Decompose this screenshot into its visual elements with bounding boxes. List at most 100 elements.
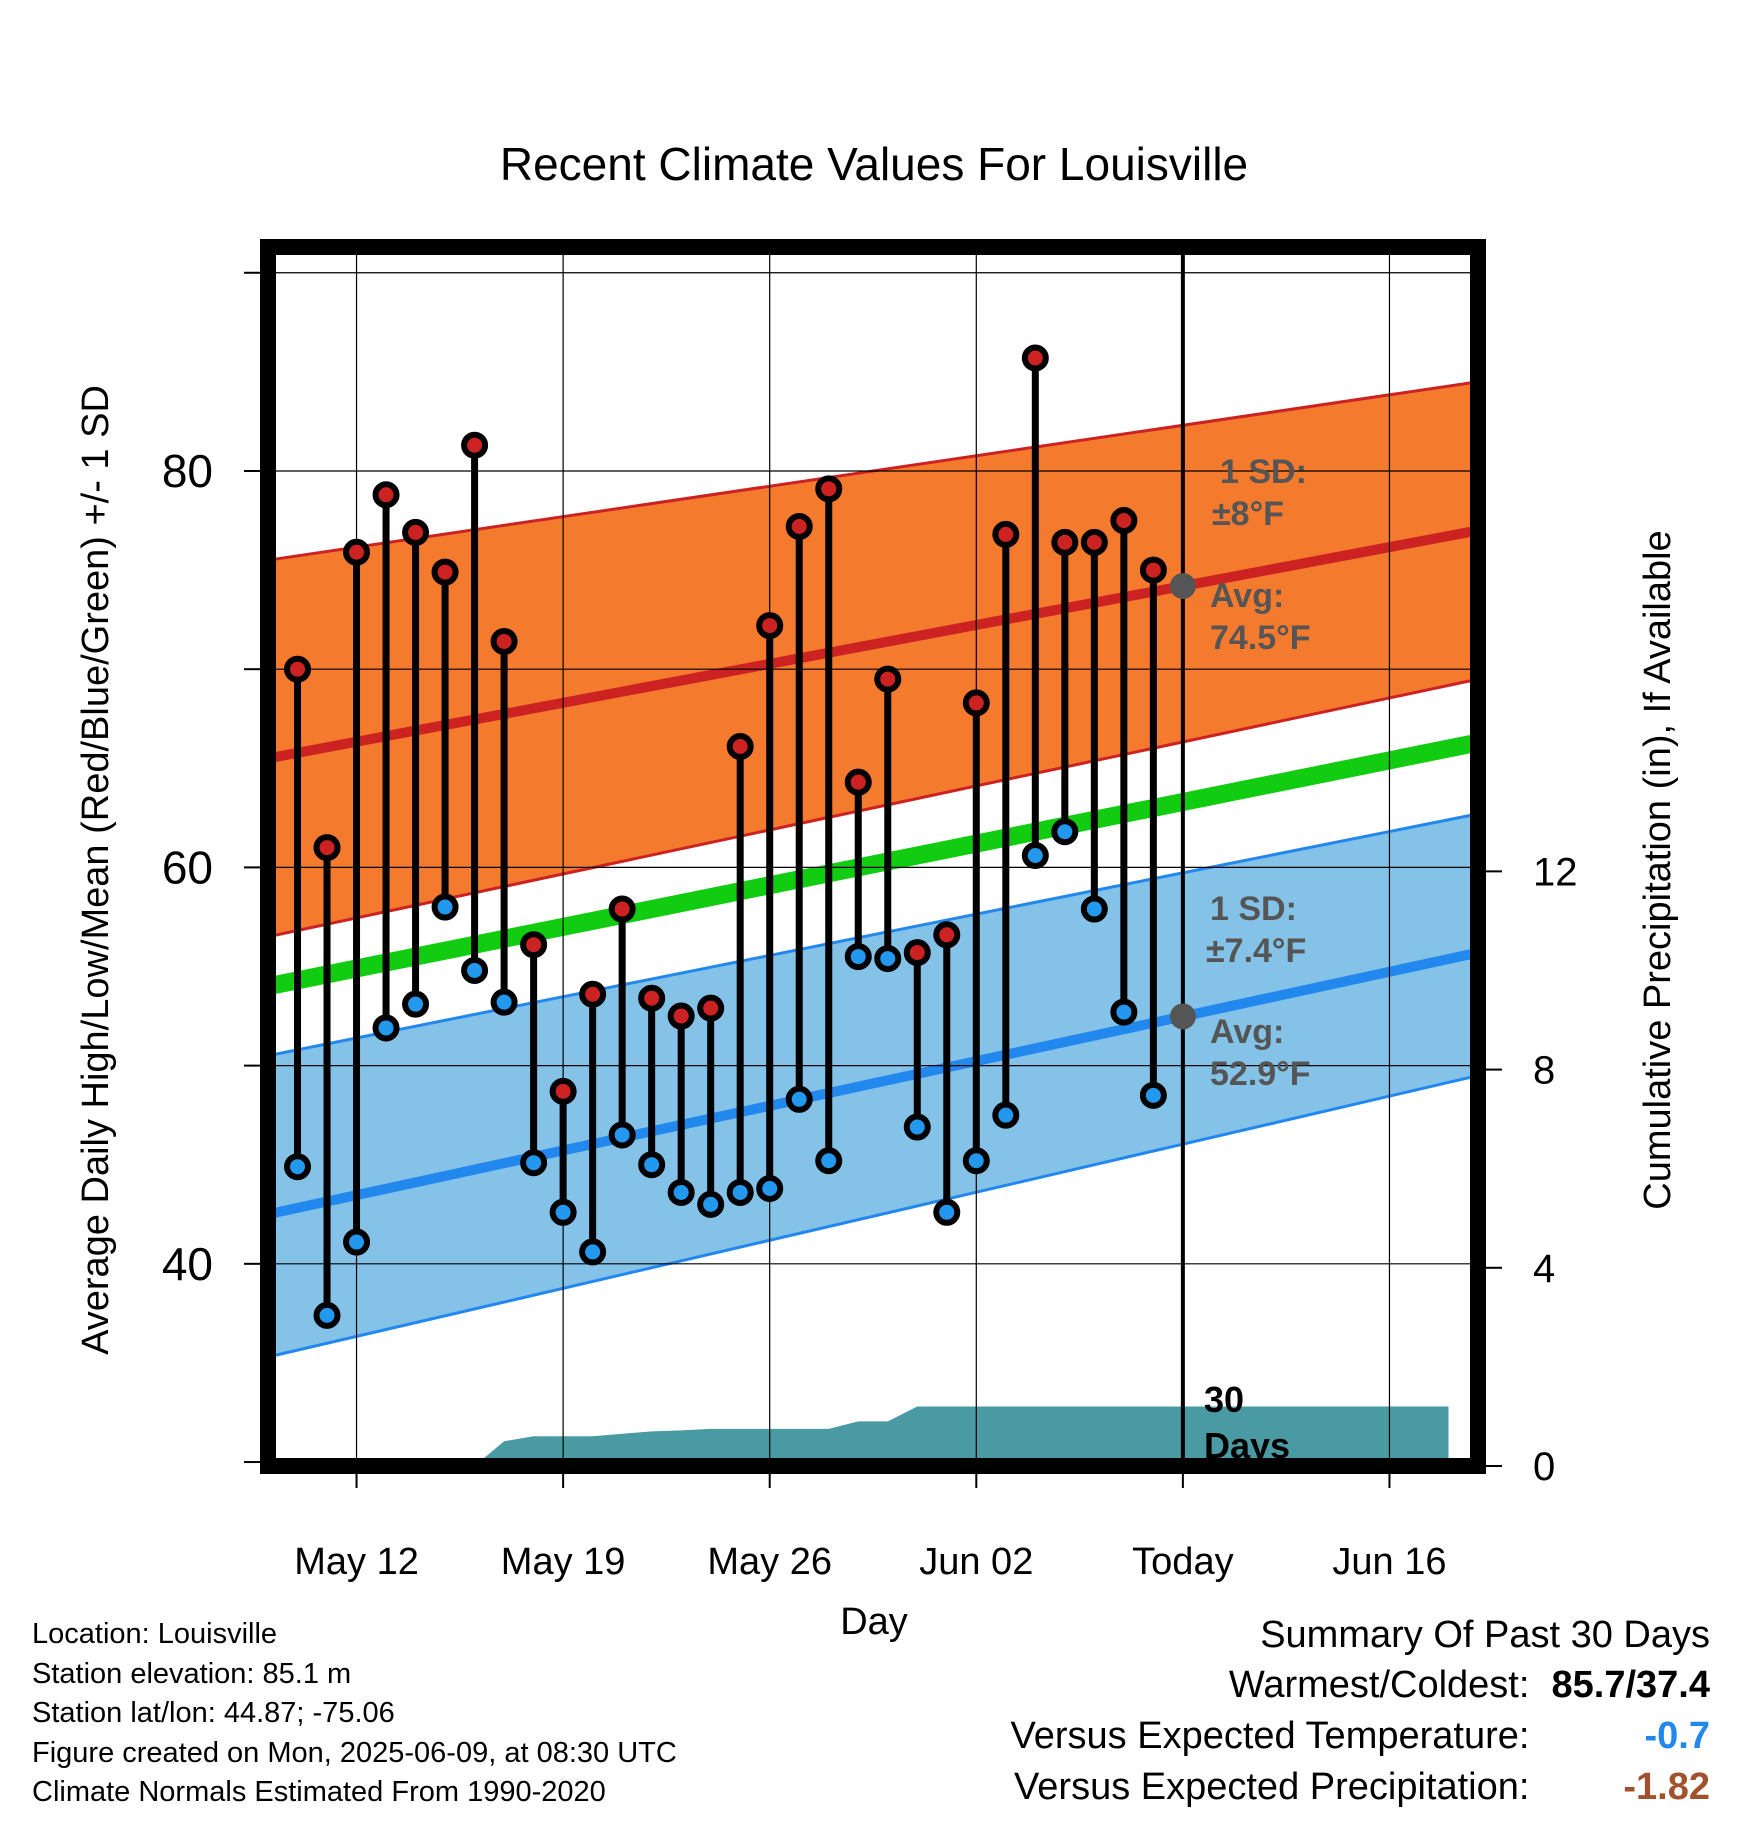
high-point-18 (785, 512, 813, 540)
x-tick-label-4: Today (1132, 1541, 1233, 1583)
chart-title: Recent Climate Values For Louisville (500, 138, 1248, 190)
low-point-9 (520, 1149, 548, 1177)
low-sd-value: ±7.4°F (1206, 932, 1306, 970)
high-sd-label: 1 SD: (1220, 453, 1307, 491)
high-point-5 (402, 518, 430, 546)
high-point-24 (962, 689, 990, 717)
x-tick-label-3: Jun 02 (919, 1541, 1033, 1583)
low-point-5 (402, 990, 430, 1018)
low-point-22 (903, 1113, 931, 1141)
high-point-7 (461, 431, 489, 459)
y-axis-label-right: Cumulative Precipitation (in), If Availa… (1637, 530, 1679, 1209)
high-point-3 (343, 538, 371, 566)
high-point-28 (1080, 528, 1108, 556)
y-left-tick-label-80: 80 (162, 445, 213, 497)
x-tick-label-1: May 19 (501, 1541, 626, 1583)
summary-warm-cold: Warmest/Coldest: 85.7/37.4 (1011, 1660, 1710, 1711)
mean-normal-line (266, 733, 1480, 996)
climate-normals-note: Climate Normals Estimated From 1990-2020 (32, 1776, 606, 1808)
temp-label: Versus Expected Temperature: (1010, 1715, 1530, 1757)
high-point-25 (992, 520, 1020, 548)
low-normal-line (266, 947, 1480, 1220)
precip-value: -1.82 (1623, 1766, 1710, 1808)
window-label-number: 30 (1204, 1379, 1244, 1420)
low-point-8 (490, 988, 518, 1016)
high-point-6 (431, 558, 459, 586)
station-info: Location: Louisville Station elevation: … (32, 1615, 677, 1813)
high-point-21 (874, 665, 902, 693)
low-point-13 (638, 1151, 666, 1179)
high-point-23 (933, 921, 961, 949)
station-elevation: Station elevation: 85.1 m (32, 1657, 352, 1690)
high-point-27 (1051, 528, 1079, 556)
low-point-2 (313, 1301, 341, 1329)
high-point-2 (313, 834, 341, 862)
low-point-29 (1110, 998, 1138, 1026)
summary-precip: Versus Expected Precipitation: -1.82 (1011, 1762, 1710, 1813)
high-avg-value: 74.5°F (1210, 619, 1311, 657)
high-avg-label: Avg: (1210, 577, 1284, 615)
low-point-17 (756, 1175, 784, 1203)
x-tick-label-5: Jun 16 (1332, 1541, 1446, 1583)
x-tick-label-2: May 26 (707, 1541, 832, 1583)
low-point-23 (933, 1198, 961, 1226)
low-point-24 (962, 1147, 990, 1175)
high-point-15 (697, 994, 725, 1022)
low-point-16 (726, 1178, 754, 1206)
y-right-tick-label-0: 0 (1533, 1445, 1555, 1489)
high-normal-line (267, 525, 1479, 764)
x-tick-label-0: May 12 (294, 1541, 419, 1583)
summary-temp: Versus Expected Temperature: -0.7 (1011, 1711, 1710, 1762)
plot-frame (260, 239, 1486, 1474)
low-point-26 (1021, 842, 1049, 870)
low-point-4 (372, 1014, 400, 1042)
low-point-30 (1139, 1081, 1167, 1109)
station-latlon: Station lat/lon: 44.87; -75.06 (32, 1697, 395, 1729)
low-point-12 (608, 1121, 636, 1149)
today-low-normal-marker (1169, 1003, 1196, 1030)
low-point-6 (431, 893, 459, 921)
temp-value: -0.7 (1644, 1715, 1710, 1757)
low-band-lower-edge (267, 1074, 1479, 1359)
low-point-18 (785, 1085, 813, 1113)
low-avg-value: 52.9°F (1210, 1055, 1311, 1093)
high-point-9 (520, 931, 548, 959)
precip-label: Versus Expected Precipitation: (1014, 1766, 1530, 1808)
high-point-1 (284, 655, 312, 683)
high-point-26 (1021, 344, 1049, 372)
low-point-7 (461, 956, 489, 984)
plot-area: 1 SD: ±8°F Avg: 74.5°F 1 SD: ±7.4°F Avg: 52.9°F… (162, 239, 1578, 1583)
warm-cold-value: 85.7/37.4 (1551, 1664, 1710, 1706)
low-point-28 (1080, 895, 1108, 923)
low-point-1 (284, 1153, 312, 1181)
low-sd-label: 1 SD: (1210, 890, 1297, 928)
x-axis-label: Day (840, 1601, 908, 1643)
high-point-13 (638, 984, 666, 1012)
high-band-lower-edge (267, 677, 1479, 939)
summary-header: Summary Of Past 30 Days (1260, 1614, 1710, 1656)
high-point-22 (903, 939, 931, 967)
station-location: Location: Louisville (32, 1618, 278, 1650)
high-point-10 (549, 1077, 577, 1105)
low-point-19 (815, 1147, 843, 1175)
low-point-10 (549, 1198, 577, 1226)
today-high-normal-marker (1169, 573, 1196, 600)
high-sd-value: ±8°F (1212, 495, 1284, 533)
high-point-16 (726, 732, 754, 760)
low-point-15 (697, 1190, 725, 1218)
low-avg-label: Avg: (1210, 1013, 1284, 1051)
y-axis-label-left: Average Daily High/Low/Mean (Red/Blue/Gr… (75, 385, 117, 1355)
high-point-17 (756, 612, 784, 640)
summary-panel: Summary Of Past 30 Days Warmest/Coldest:… (1011, 1610, 1710, 1813)
low-point-25 (992, 1101, 1020, 1129)
high-point-8 (490, 627, 518, 655)
y-right-tick-label-8: 8 (1533, 1049, 1555, 1093)
y-left-tick-label-60: 60 (162, 841, 213, 893)
y-right-tick-label-12: 12 (1533, 850, 1578, 894)
high-point-30 (1139, 556, 1167, 584)
figure-created: Figure created on Mon, 2025-06-09, at 08… (32, 1736, 677, 1769)
high-point-14 (667, 1002, 695, 1030)
high-point-19 (815, 475, 843, 503)
low-point-21 (874, 945, 902, 973)
